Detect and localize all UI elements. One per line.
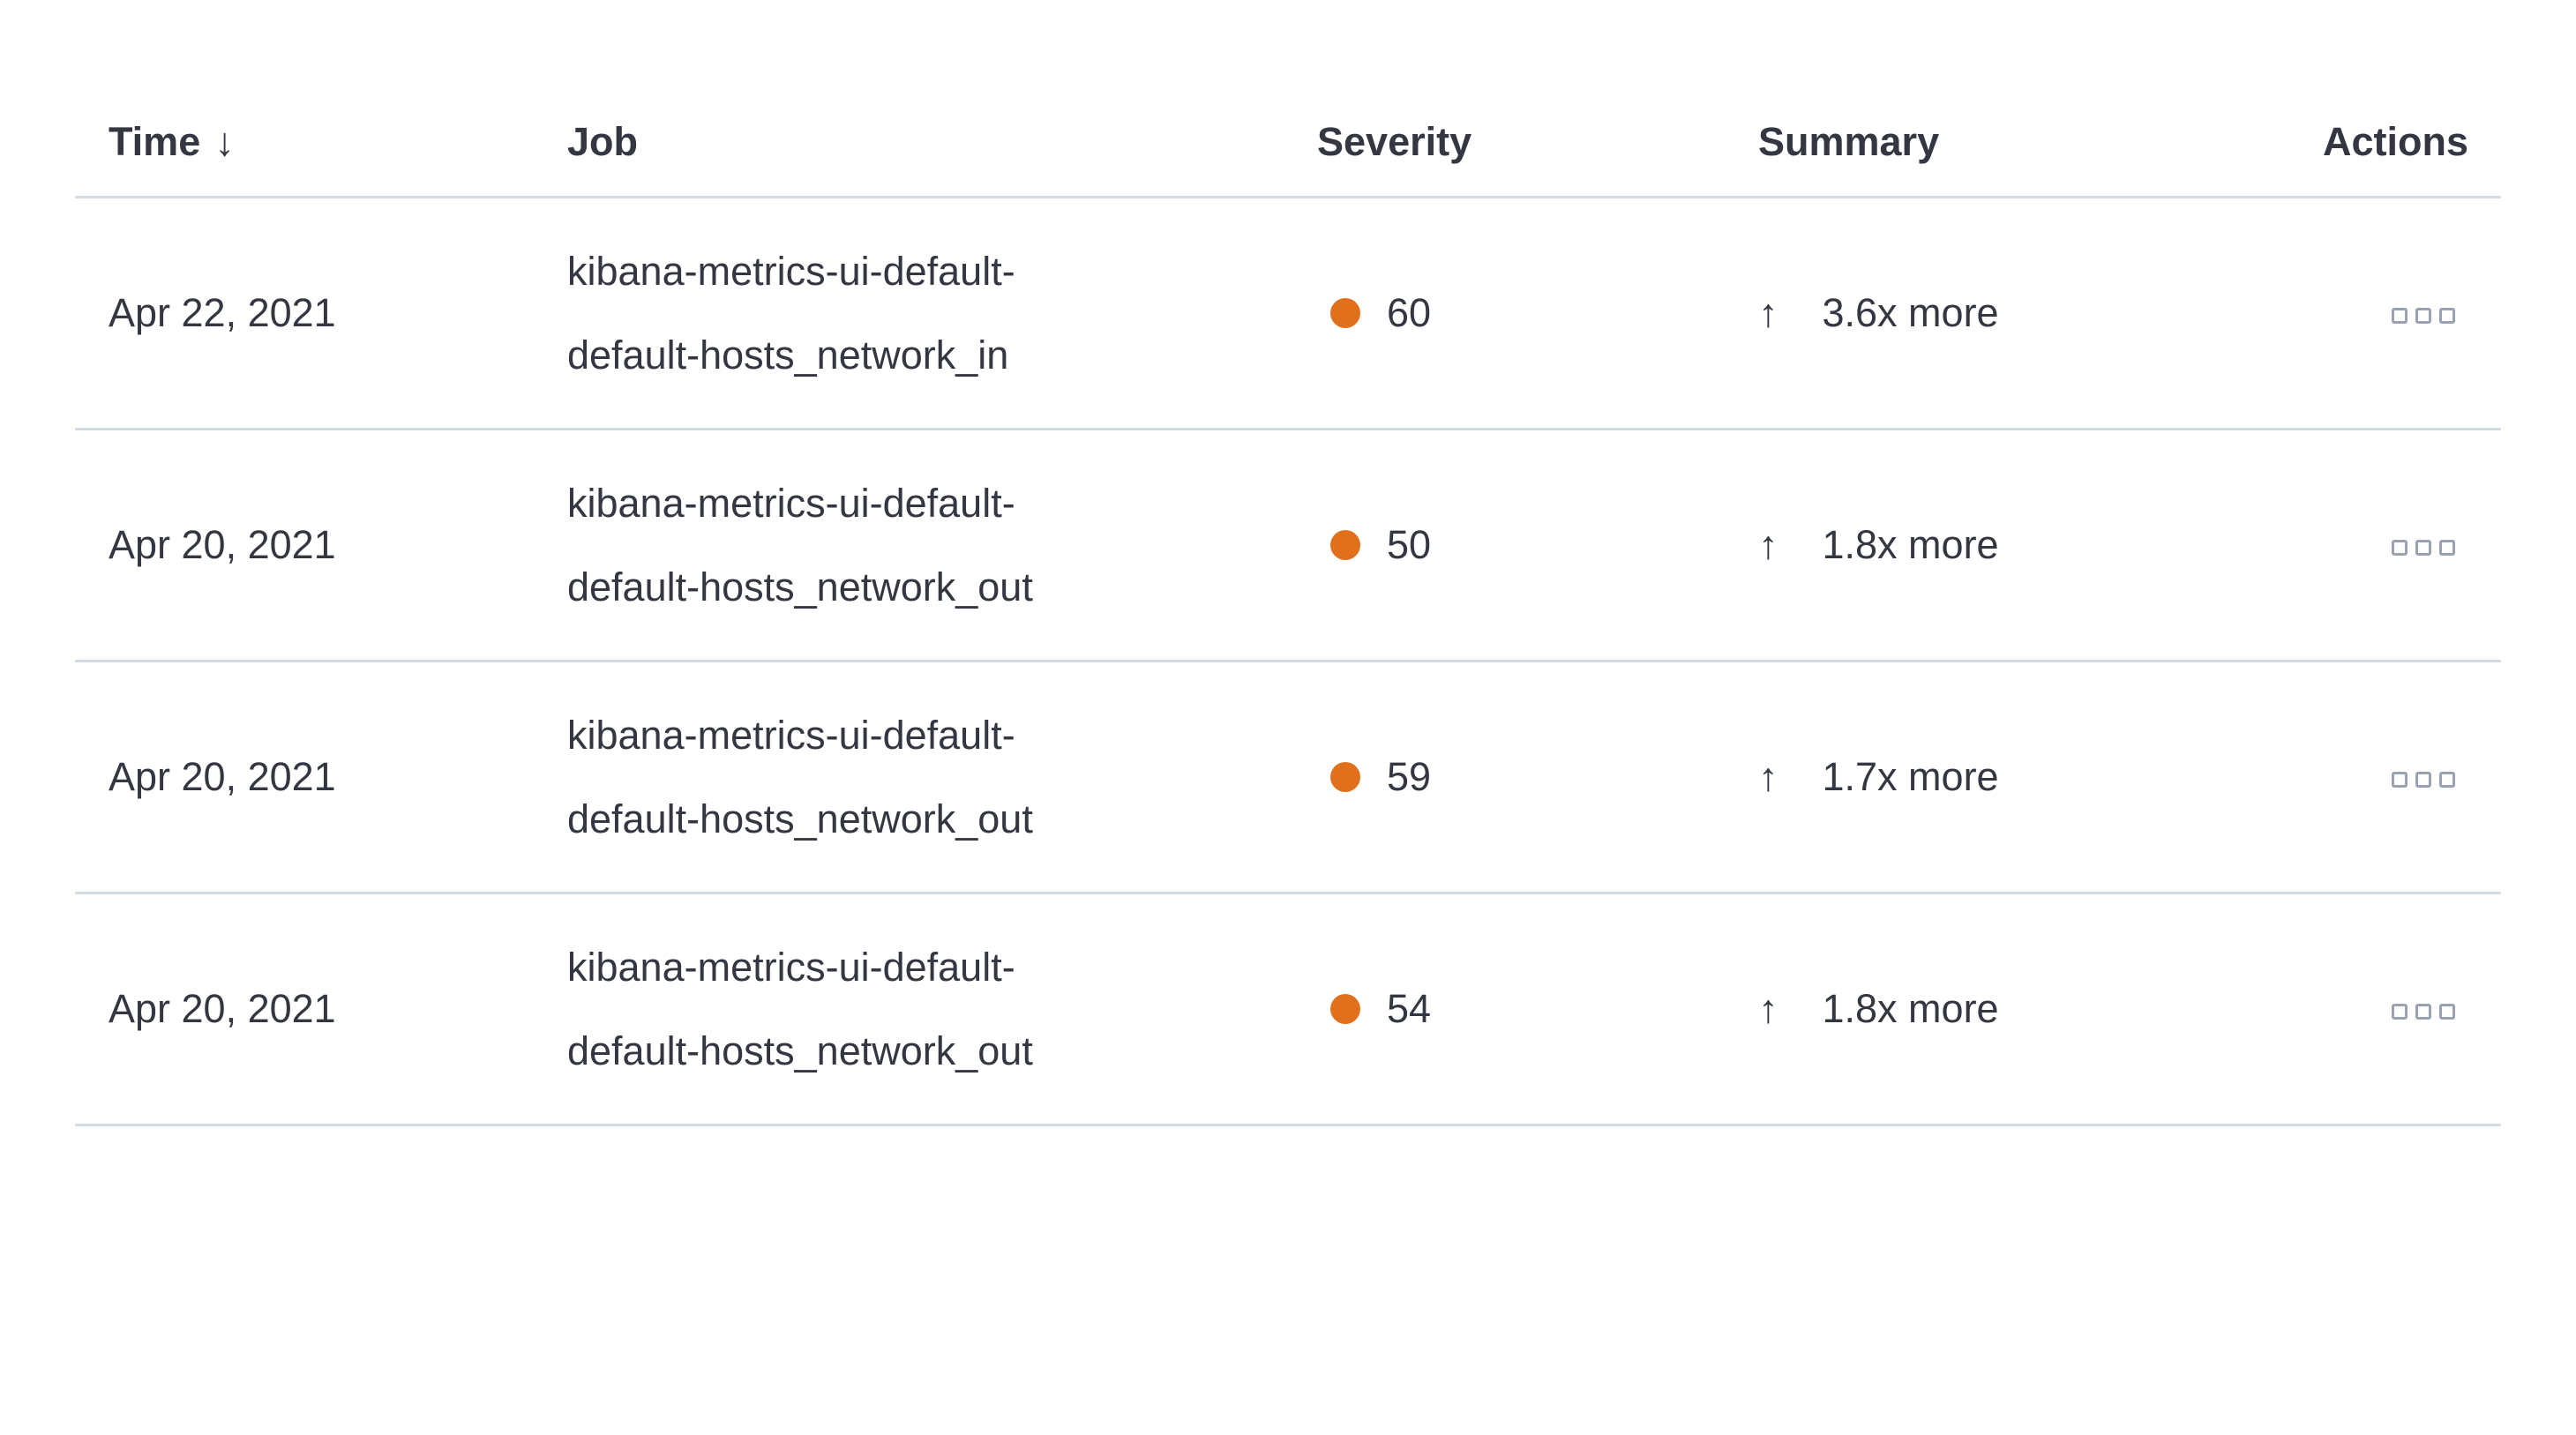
actions-cell <box>2294 286 2501 341</box>
boxes-horizontal-icon <box>2392 539 2455 556</box>
anomalies-table: Time ↓ Job Severity Summary Actions Apr 2… <box>75 88 2501 1126</box>
actions-header-label: Actions <box>2322 118 2468 164</box>
summary-cell: ↑ 1.8x more <box>1725 520 2294 570</box>
summary-cell: ↑ 3.6x more <box>1725 288 2294 338</box>
row-actions-button[interactable] <box>2374 522 2501 573</box>
time-cell: Apr 20, 2021 <box>109 753 336 799</box>
severity-dot-icon <box>1330 530 1360 560</box>
severity-dot-icon <box>1330 298 1360 328</box>
severity-cell: 54 <box>1284 984 1725 1034</box>
job-id: kibana-metrics-ui-default-default-hosts_… <box>567 713 1033 841</box>
column-header-summary: Summary <box>1725 117 2294 167</box>
table-row: Apr 20, 2021 kibana-metrics-ui-default-d… <box>75 430 2501 662</box>
severity-cell: 59 <box>1284 752 1725 802</box>
sort-desc-icon: ↓ <box>214 118 235 164</box>
severity-value: 60 <box>1387 289 1432 335</box>
time-cell: Apr 22, 2021 <box>109 289 336 335</box>
row-actions-button[interactable] <box>2374 290 2501 341</box>
row-actions-button[interactable] <box>2374 754 2501 805</box>
boxes-horizontal-icon <box>2392 307 2455 324</box>
time-cell: Apr 20, 2021 <box>109 521 336 567</box>
boxes-horizontal-icon <box>2392 771 2455 788</box>
column-header-actions: Actions <box>2294 117 2501 167</box>
time-header-label: Time <box>109 118 201 164</box>
arrow-up-icon: ↑ <box>1758 521 1778 567</box>
arrow-up-icon: ↑ <box>1758 289 1778 335</box>
job-cell: kibana-metrics-ui-default-default-hosts_… <box>534 925 1284 1093</box>
table-row: Apr 20, 2021 kibana-metrics-ui-default-d… <box>75 894 2501 1126</box>
actions-cell <box>2294 750 2501 805</box>
job-id: kibana-metrics-ui-default-default-hosts_… <box>567 945 1033 1073</box>
severity-header-label: Severity <box>1317 118 1472 164</box>
severity-value: 50 <box>1387 521 1432 567</box>
job-cell: kibana-metrics-ui-default-default-hosts_… <box>534 461 1284 629</box>
table-row: Apr 22, 2021 kibana-metrics-ui-default-d… <box>75 198 2501 430</box>
severity-dot-icon <box>1330 762 1360 792</box>
column-header-time[interactable]: Time ↓ <box>75 117 534 167</box>
job-cell: kibana-metrics-ui-default-default-hosts_… <box>534 693 1284 861</box>
summary-text: 3.6x more <box>1822 289 1999 335</box>
job-id: kibana-metrics-ui-default-default-hosts_… <box>567 249 1015 377</box>
summary-text: 1.8x more <box>1822 521 1999 567</box>
actions-cell <box>2294 518 2501 573</box>
summary-cell: ↑ 1.7x more <box>1725 752 2294 802</box>
job-id: kibana-metrics-ui-default-default-hosts_… <box>567 481 1033 609</box>
job-cell: kibana-metrics-ui-default-default-hosts_… <box>534 229 1284 397</box>
column-header-severity: Severity <box>1284 117 1725 167</box>
boxes-horizontal-icon <box>2392 1003 2455 1020</box>
table-row: Apr 20, 2021 kibana-metrics-ui-default-d… <box>75 662 2501 894</box>
column-header-job: Job <box>534 117 1284 167</box>
time-cell: Apr 20, 2021 <box>109 985 336 1031</box>
row-actions-button[interactable] <box>2374 986 2501 1037</box>
job-header-label: Job <box>567 118 639 164</box>
severity-dot-icon <box>1330 994 1360 1024</box>
severity-cell: 60 <box>1284 288 1725 338</box>
severity-value: 54 <box>1387 985 1432 1031</box>
arrow-up-icon: ↑ <box>1758 753 1778 799</box>
severity-cell: 50 <box>1284 520 1725 570</box>
summary-text: 1.7x more <box>1822 753 1999 799</box>
summary-text: 1.8x more <box>1822 985 1999 1031</box>
actions-cell <box>2294 982 2501 1037</box>
severity-value: 59 <box>1387 753 1432 799</box>
summary-header-label: Summary <box>1758 118 1940 164</box>
summary-cell: ↑ 1.8x more <box>1725 984 2294 1034</box>
arrow-up-icon: ↑ <box>1758 985 1778 1031</box>
table-header-row: Time ↓ Job Severity Summary Actions <box>75 88 2501 198</box>
